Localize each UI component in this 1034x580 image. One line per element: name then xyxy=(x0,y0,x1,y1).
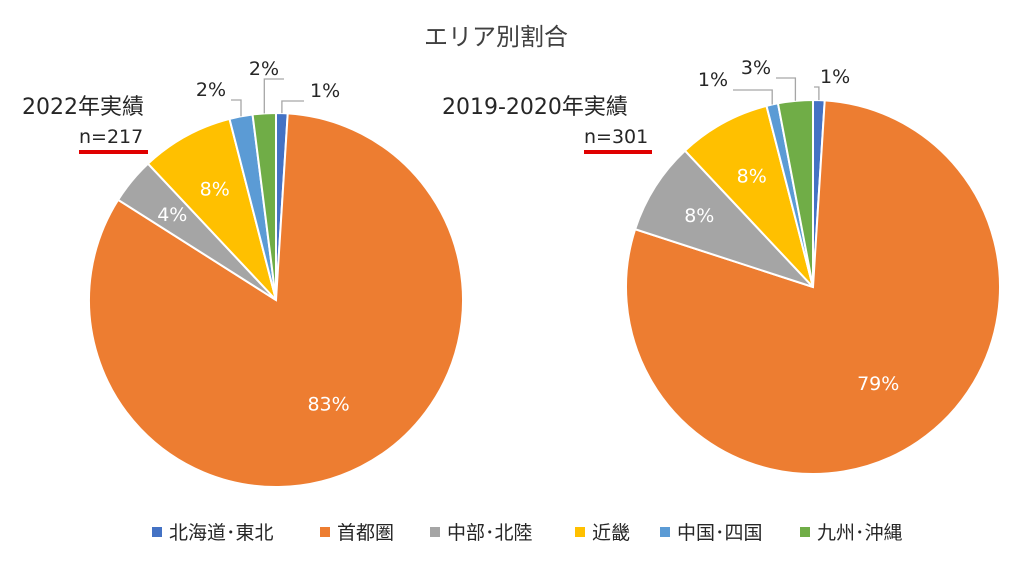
pie-slice xyxy=(633,149,814,288)
data-label: 8% xyxy=(200,179,230,201)
data-label: 8% xyxy=(684,205,714,227)
data-label: 83% xyxy=(307,393,349,415)
chart-legend: 北海道･東北 首都圏 中部･北陸 近畿 中国･四国 九州･沖縄 xyxy=(152,522,903,544)
label-leader-line xyxy=(733,89,773,105)
pie-slice xyxy=(776,98,814,288)
legend-label: 近畿 xyxy=(592,522,630,544)
data-label: 2% xyxy=(196,79,226,101)
legend-item: 中部･北陸 xyxy=(430,522,533,544)
pie-slices-2019-2020 xyxy=(625,98,1001,475)
legend-item: 首都圏 xyxy=(320,522,394,544)
pie-slices-2022 xyxy=(88,111,464,488)
legend-swatch xyxy=(152,527,162,537)
legend-swatch xyxy=(320,527,330,537)
pie-labels-2019-2020: 1% 79% 8% 8% 1% 3% xyxy=(684,57,899,395)
legend-swatch xyxy=(575,527,585,537)
label-leader-line xyxy=(814,86,820,101)
legend-swatch xyxy=(430,527,440,537)
pie-title-2019-2020: 2019-2020年実績 xyxy=(442,95,628,120)
chart-title: エリア別割合 xyxy=(424,23,568,51)
data-label: 3% xyxy=(741,57,771,79)
label-leader-line xyxy=(281,100,304,114)
legend-swatch xyxy=(800,527,810,537)
data-label: 2% xyxy=(249,58,279,80)
data-label: 4% xyxy=(157,204,187,226)
pie-labels-2022: 1% 83% 4% 8% 2% 2% xyxy=(157,58,349,415)
legend-item: 中国･四国 xyxy=(660,522,763,544)
legend-label: 中部･北陸 xyxy=(447,522,533,544)
data-label: 1% xyxy=(820,66,850,88)
pie-title-2022: 2022年実績 xyxy=(22,95,144,120)
pie-sample-size-2022: n=217 xyxy=(79,126,143,148)
legend-label: 北海道･東北 xyxy=(169,522,274,544)
legend-swatch xyxy=(660,527,670,537)
legend-item: 近畿 xyxy=(575,522,630,544)
label-leader-line xyxy=(231,99,242,117)
data-label: 1% xyxy=(310,80,340,102)
pie-chart-2022: 2022年実績 n=217 1% 83% 4% 8% 2% 2% xyxy=(22,58,464,488)
legend-item: 九州･沖縄 xyxy=(800,522,903,544)
legend-label: 九州･沖縄 xyxy=(817,522,903,544)
pie-sample-size-2019-2020: n=301 xyxy=(584,126,648,148)
pie-chart-2019-2020: 2019-2020年実績 n=301 1% 79% 8% 8% 1% 3% xyxy=(442,57,1001,475)
legend-label: 首都圏 xyxy=(337,522,394,544)
data-label: 79% xyxy=(857,373,899,395)
label-leader-line xyxy=(263,78,284,114)
pie-slice xyxy=(146,117,277,301)
legend-item: 北海道･東北 xyxy=(152,522,274,544)
pie-slice xyxy=(683,104,814,288)
data-label: 8% xyxy=(737,166,767,188)
legend-label: 中国･四国 xyxy=(677,522,763,544)
data-label: 1% xyxy=(698,69,728,91)
label-leader-line xyxy=(776,77,797,101)
